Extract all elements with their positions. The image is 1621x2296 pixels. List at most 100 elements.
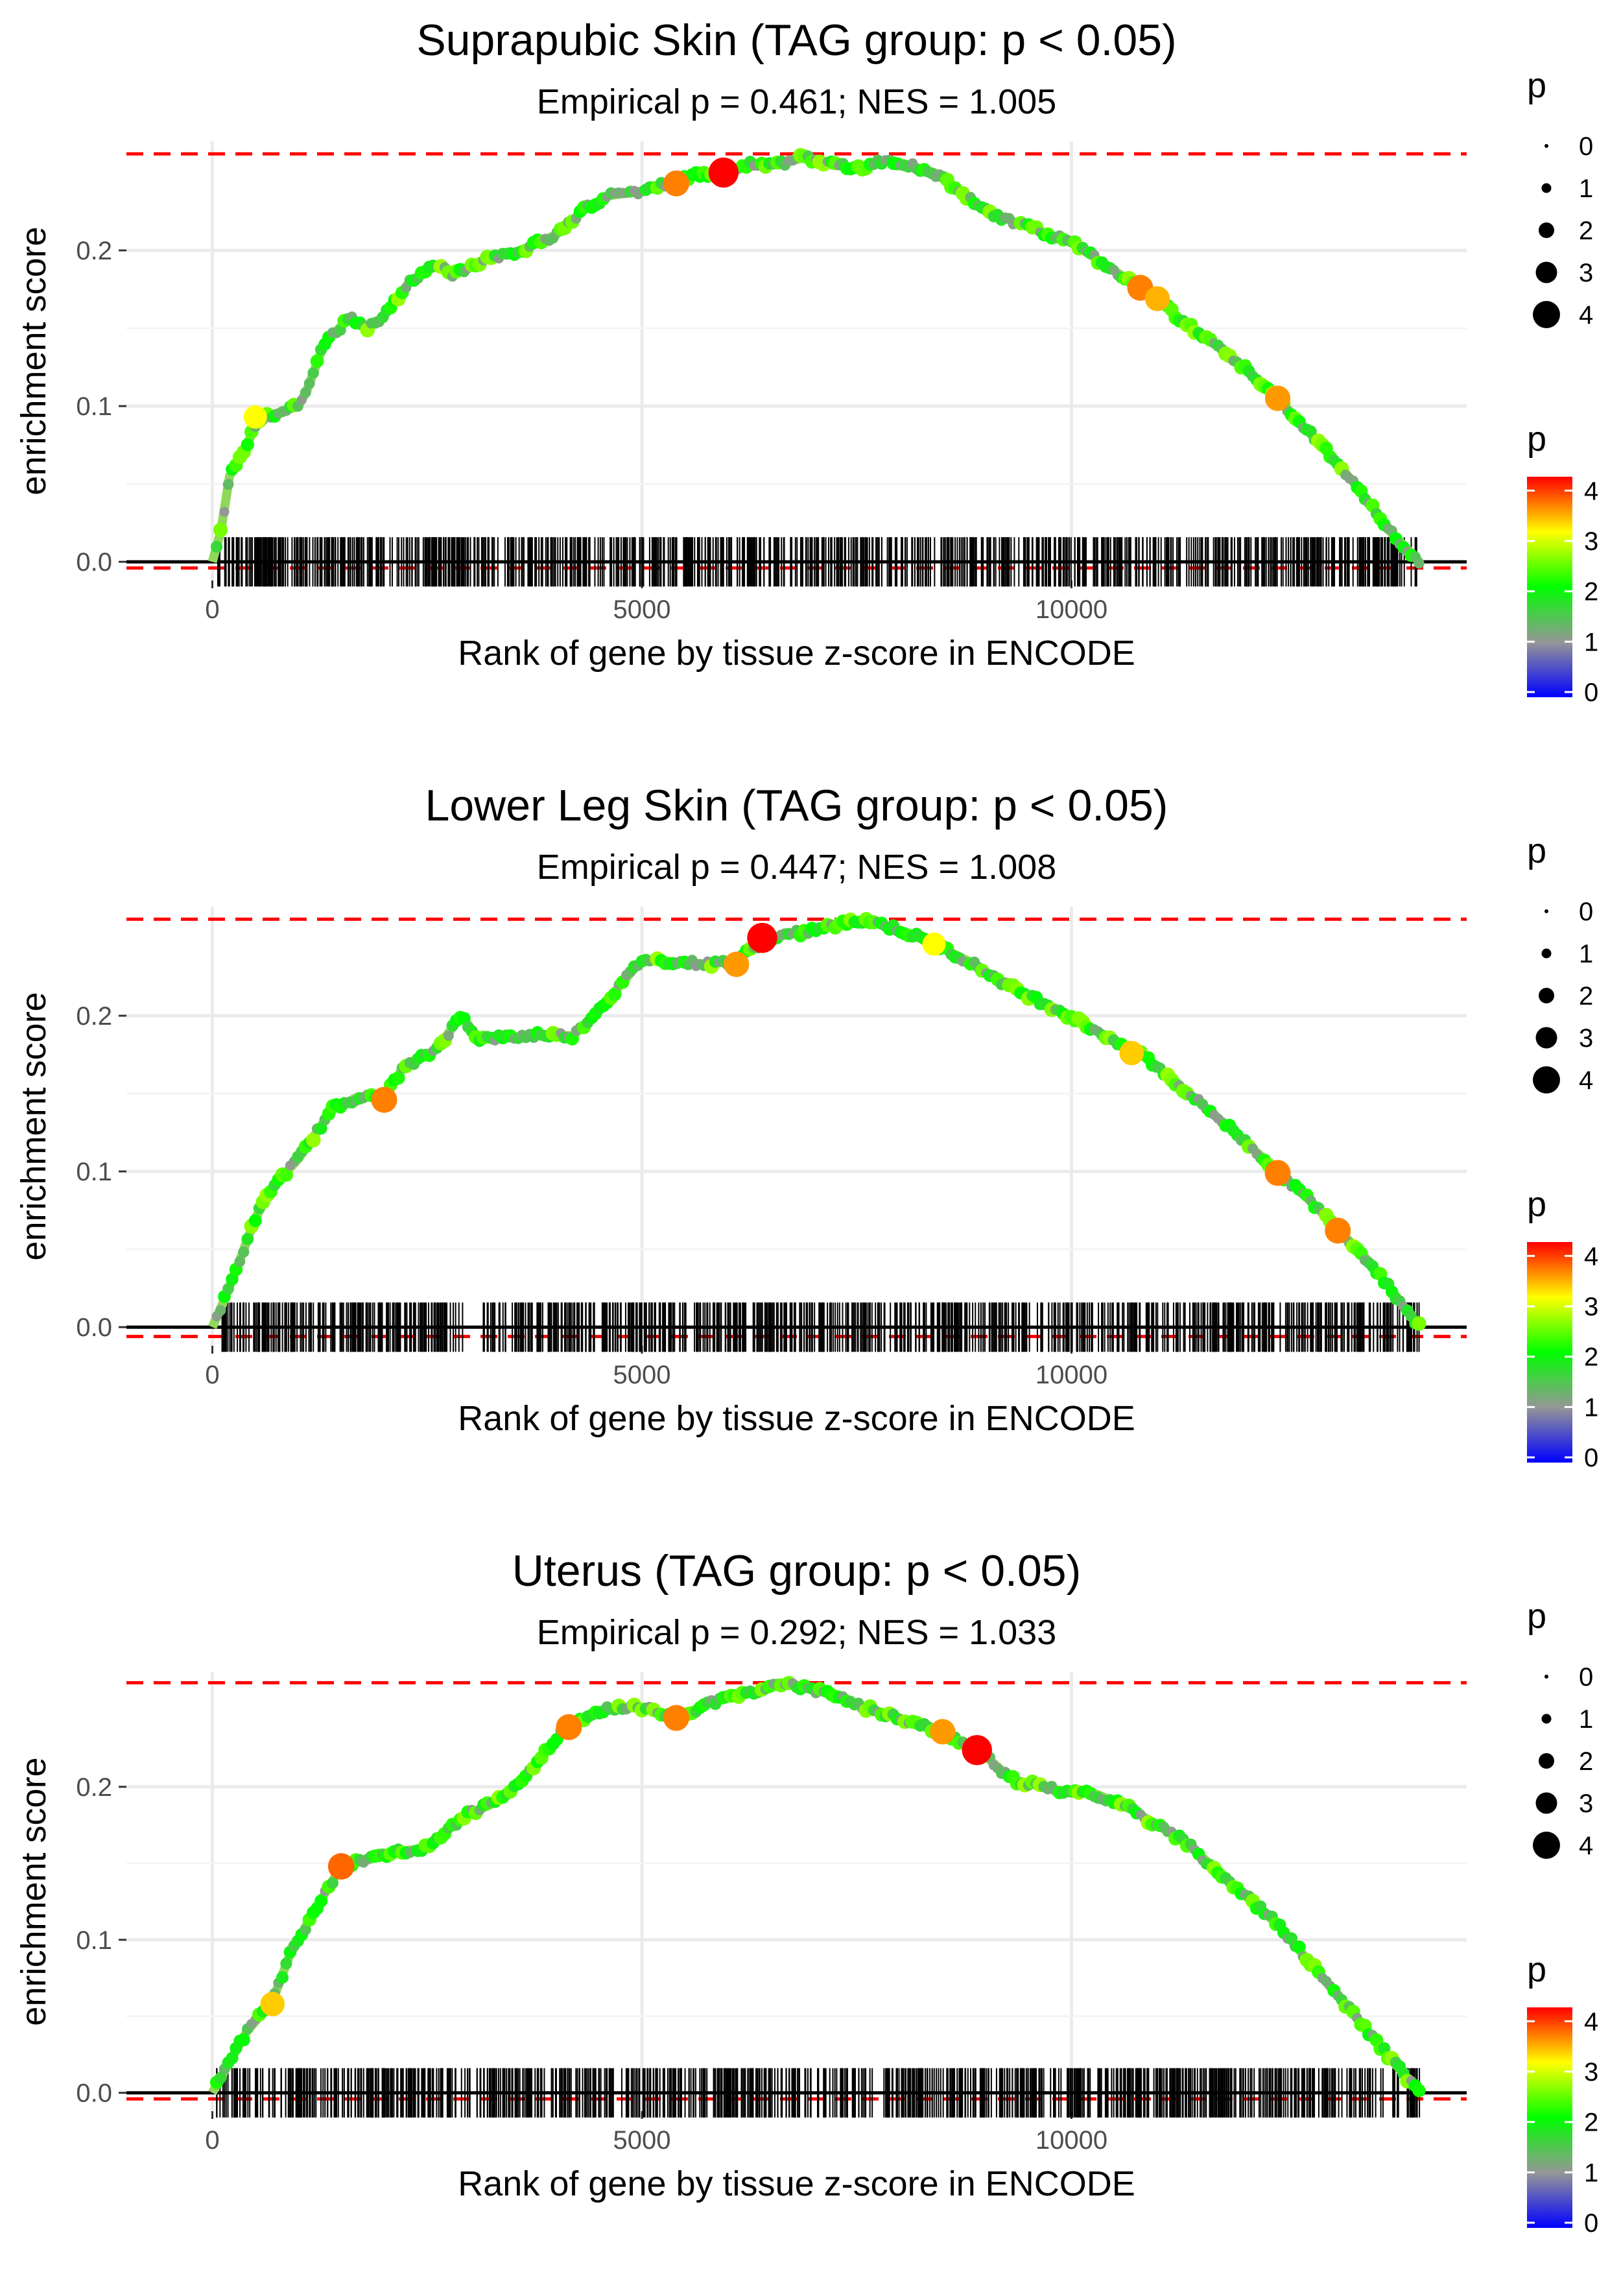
es-points [211, 148, 1425, 569]
x-tick-label: 10000 [1035, 595, 1107, 624]
es-point [314, 1894, 328, 1907]
es-point [248, 1214, 262, 1228]
size-legend-label: 3 [1579, 259, 1593, 287]
color-legend-label: 1 [1584, 2158, 1598, 2187]
es-point-significant [747, 922, 777, 953]
color-legend-label: 1 [1584, 1393, 1598, 1422]
es-point [1292, 1940, 1306, 1954]
size-legend-label: 3 [1579, 1789, 1593, 1818]
es-point [215, 1305, 226, 1316]
x-tick-label: 0 [205, 2126, 219, 2155]
x-axis-label: Rank of gene by tissue z-score in ENCODE [458, 1399, 1135, 1438]
es-point-significant [922, 932, 946, 956]
size-legend-label: 2 [1579, 982, 1593, 1010]
es-point [300, 1924, 311, 1935]
size-legend-label: 3 [1579, 1024, 1593, 1053]
es-point [241, 1232, 254, 1245]
es-point [327, 1877, 338, 1889]
size-legend-key [1544, 909, 1548, 913]
size-legend-title: p [1527, 831, 1546, 870]
y-tick-label: 0.2 [76, 237, 112, 265]
x-axis-label: Rank of gene by tissue z-score in ENCODE [458, 634, 1135, 673]
x-axis-label: Rank of gene by tissue z-score in ENCODE [458, 2164, 1135, 2203]
es-point [310, 354, 324, 368]
size-legend-key [1541, 183, 1552, 193]
color-legend-label: 3 [1584, 1293, 1598, 1321]
es-point-significant [708, 157, 739, 188]
es-point [608, 987, 622, 1001]
es-point [1412, 1316, 1426, 1331]
color-bar [1527, 2007, 1572, 2228]
es-point [303, 377, 315, 389]
es-point-significant [260, 1992, 285, 2016]
color-legend-label: 4 [1584, 1242, 1598, 1271]
size-legend-key [1535, 1792, 1557, 1814]
color-bar [1527, 1242, 1572, 1463]
size-legend-label: 0 [1579, 1663, 1593, 1692]
size-legend-label: 4 [1579, 1066, 1593, 1095]
size-legend-key [1544, 144, 1548, 148]
es-point [222, 1283, 234, 1295]
x-tick-label: 5000 [613, 2126, 671, 2155]
chart-subtitle: Empirical p = 0.461; NES = 1.005 [537, 82, 1056, 121]
size-legend-key [1541, 948, 1552, 959]
es-point [234, 1256, 246, 1267]
x-tick-label: 5000 [613, 1361, 671, 1389]
es-point [222, 479, 234, 490]
size-legend-title: p [1527, 1597, 1546, 1636]
es-point [300, 387, 311, 398]
y-tick-label: 0.1 [76, 1158, 112, 1186]
es-point-significant [243, 405, 267, 429]
chart-subtitle: Empirical p = 0.292; NES = 1.033 [537, 1613, 1056, 1652]
y-tick-label: 0.2 [76, 1773, 112, 1802]
size-legend-label: 1 [1579, 940, 1593, 968]
color-legend-label: 2 [1584, 578, 1598, 606]
color-legend-label: 3 [1584, 527, 1598, 556]
size-legend-key [1533, 1832, 1560, 1859]
size-legend-label: 4 [1579, 1832, 1593, 1860]
color-legend-title: p [1527, 1185, 1546, 1224]
es-points [209, 1675, 1426, 2098]
gsea-panel-2: Lower Leg Skin (TAG group: p < 0.05) Empi… [0, 765, 1621, 1531]
es-point [443, 1030, 454, 1041]
es-point-significant [371, 1086, 397, 1113]
es-point [1414, 558, 1425, 569]
chart-subtitle: Empirical p = 0.447; NES = 1.008 [537, 848, 1056, 887]
chart-title: Suprapubic Skin (TAG group: p < 0.05) [416, 16, 1176, 65]
es-point [213, 522, 228, 538]
y-tick-label: 0.1 [76, 1926, 112, 1955]
size-legend-key [1539, 988, 1554, 1003]
color-legend-title: p [1527, 420, 1546, 459]
es-point-significant [1119, 1040, 1144, 1066]
es-point-significant [962, 1735, 992, 1765]
es-point-significant [1264, 385, 1291, 411]
color-legend-label: 1 [1584, 628, 1598, 656]
y-axis-label: enrichment score [14, 226, 53, 495]
y-tick-label: 0.1 [76, 392, 112, 421]
x-tick-label: 0 [205, 595, 219, 624]
es-point [276, 1971, 289, 1984]
y-tick-label: 0.2 [76, 1002, 112, 1031]
es-point [226, 2051, 239, 2064]
es-point [279, 1167, 294, 1182]
color-legend-label: 3 [1584, 2058, 1598, 2087]
chart-svg: Uterus (TAG group: p < 0.05) Empirical p … [14, 1546, 1598, 2238]
es-point [280, 1957, 292, 1970]
es-point-significant [1264, 1160, 1291, 1186]
x-tick-label: 0 [205, 1361, 219, 1389]
es-point [241, 438, 254, 451]
chart-svg: Suprapubic Skin (TAG group: p < 0.05) Emp… [14, 16, 1598, 707]
size-legend-label: 0 [1579, 132, 1593, 161]
size-legend-label: 1 [1579, 1705, 1593, 1734]
size-legend-key [1539, 222, 1554, 238]
x-tick-label: 10000 [1035, 2126, 1107, 2155]
color-legend-label: 0 [1584, 678, 1598, 707]
color-legend-label: 0 [1584, 1444, 1598, 1472]
size-legend-key [1535, 261, 1557, 283]
es-point [219, 507, 230, 517]
color-legend-label: 4 [1584, 2007, 1598, 2036]
es-point [238, 1246, 250, 1258]
gsea-panel-3: Uterus (TAG group: p < 0.05) Empirical p … [0, 1531, 1621, 2296]
es-point [392, 1071, 405, 1085]
size-legend-key [1544, 1675, 1548, 1679]
